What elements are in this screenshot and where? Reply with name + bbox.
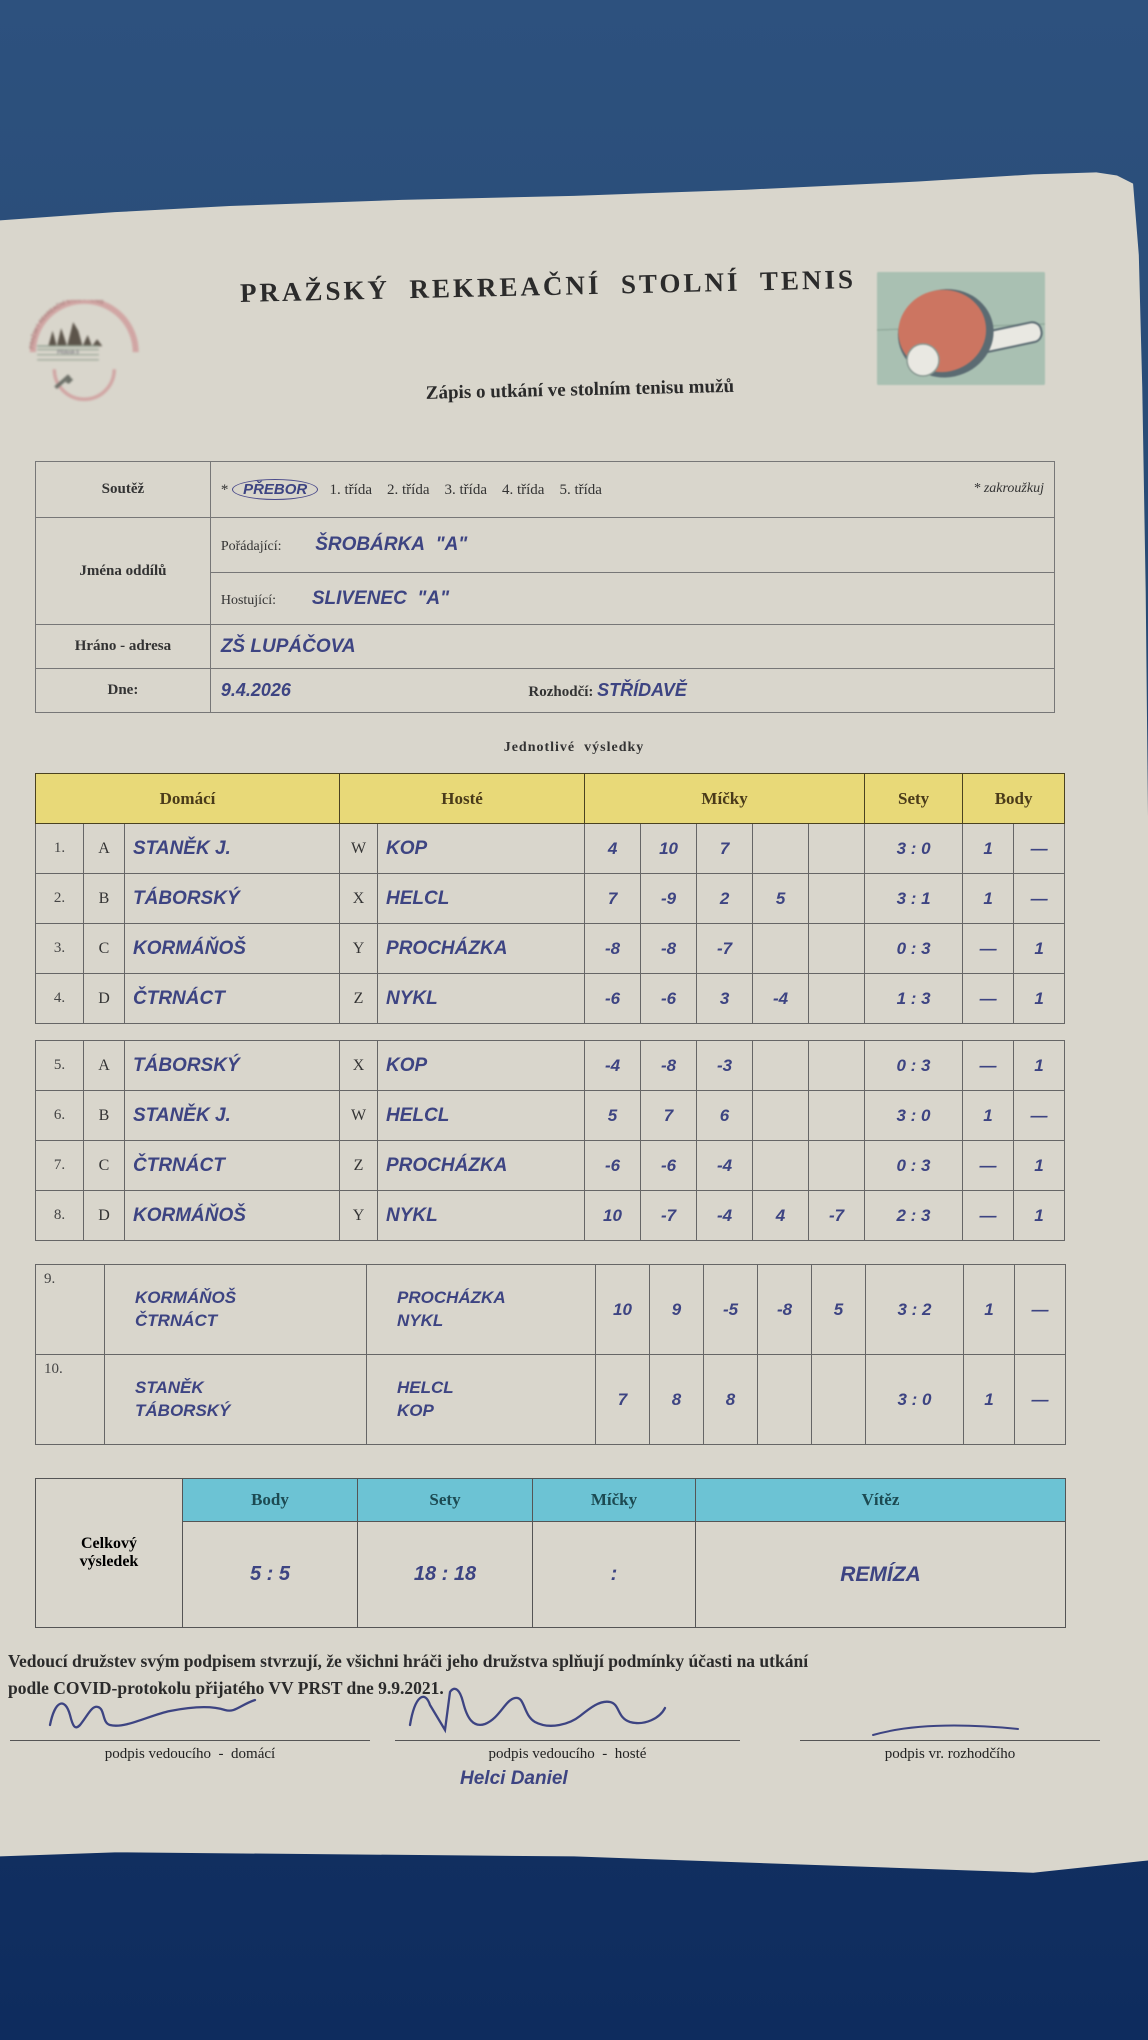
svg-text:PRAŽSKÝ REKREAČNÍ STOLNÍ TENIS: PRAŽSKÝ REKREAČNÍ STOLNÍ TENIS [29, 300, 105, 349]
svg-text:PRAHA 9: PRAHA 9 [57, 350, 79, 356]
